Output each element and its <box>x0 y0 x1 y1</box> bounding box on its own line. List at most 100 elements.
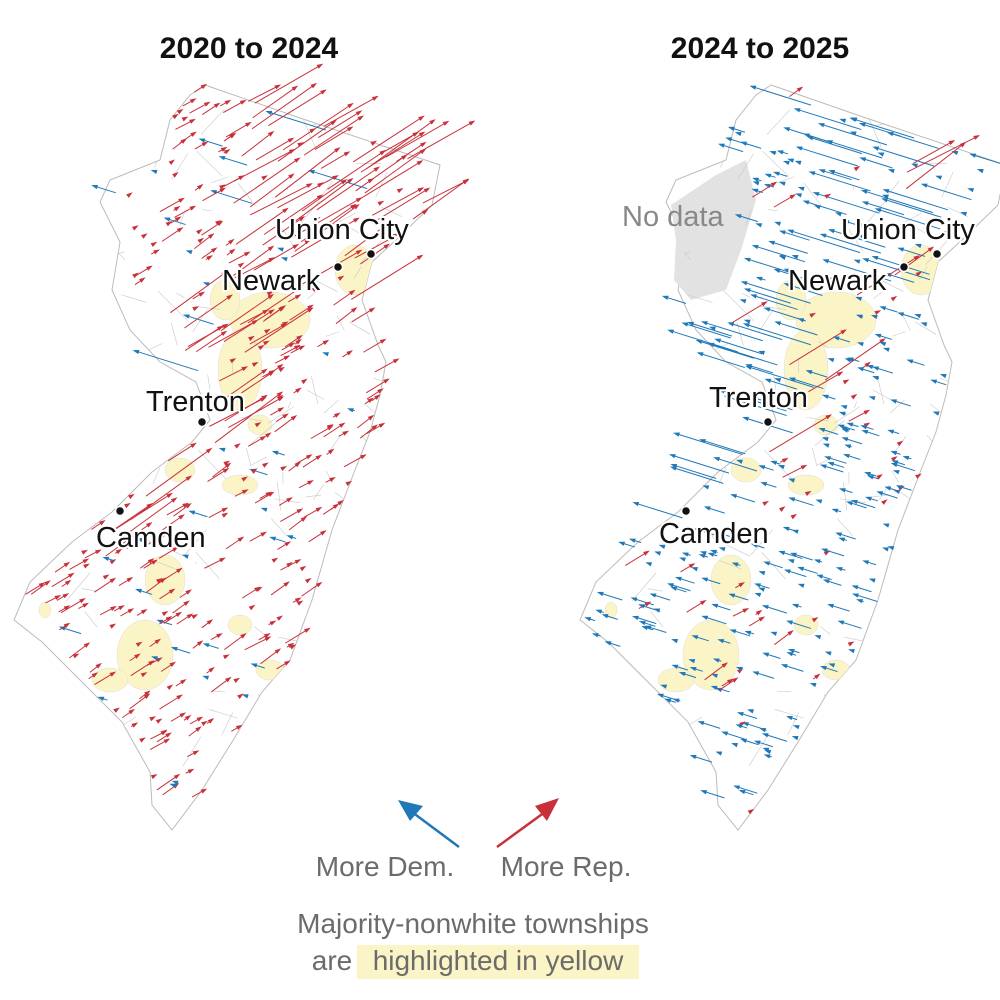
rep-shift-arrow <box>102 574 110 580</box>
dem-shift-arrow <box>788 478 796 483</box>
dem-shift-arrow <box>736 712 758 719</box>
dem-shift-arrow <box>779 255 786 261</box>
dem-shift-arrow <box>856 599 864 604</box>
dem-shift-arrow <box>699 439 746 455</box>
rep-shift-arrow <box>354 229 408 259</box>
dem-shift-arrow <box>202 675 210 680</box>
dem-shift-arrow <box>828 170 860 181</box>
dem-shift-arrow <box>826 140 883 159</box>
rep-shift-arrow <box>293 387 302 394</box>
rep-shift-arrow <box>170 712 187 722</box>
dem-shift-arrow <box>738 789 754 796</box>
rep-shift-arrow <box>316 166 381 211</box>
dem-shift-arrow <box>727 126 746 133</box>
rep-shift-arrow <box>323 422 346 438</box>
dem-shift-arrow <box>778 550 803 560</box>
rep-shift-arrow <box>185 768 195 774</box>
dem-shift-arrow <box>188 510 208 518</box>
dem-shift-arrow <box>797 318 805 323</box>
rep-shift-arrow <box>624 550 650 567</box>
dem-shift-arrow <box>707 342 778 366</box>
dem-shift-arrow <box>728 593 749 601</box>
rep-shift-arrow <box>364 148 427 194</box>
rep-shift-arrow <box>181 116 189 122</box>
rep-shift-arrow <box>342 350 354 358</box>
dem-shift-arrow <box>715 751 723 756</box>
rep-shift-arrow <box>223 148 231 155</box>
dem-shift-arrow <box>758 350 766 355</box>
dem-shift-arrow <box>855 314 864 319</box>
dem-shift-arrow <box>745 365 815 388</box>
rep-shift-arrow <box>747 808 755 815</box>
rep-shift-arrow <box>172 113 179 120</box>
no-data-label: No data <box>622 201 724 233</box>
dem-shift-arrow <box>241 694 249 699</box>
dem-shift-arrow <box>787 649 800 654</box>
dem-shift-arrow <box>743 257 799 276</box>
city-dot <box>196 416 208 428</box>
rep-shift-arrow <box>270 407 285 416</box>
rep-shift-arrow <box>155 718 163 724</box>
city-dot <box>680 505 692 517</box>
dem-shift-arrow <box>911 163 918 168</box>
dem-shift-arrow <box>632 502 683 519</box>
rep-shift-arrow <box>856 255 921 296</box>
city-label: Union City <box>275 214 409 246</box>
dem-shift-arrow <box>754 583 770 589</box>
rep-shift-arrow <box>241 370 275 394</box>
dem-shift-arrow <box>751 188 764 193</box>
dem-shift-arrow <box>891 460 905 466</box>
dem-shift-arrow <box>842 220 899 239</box>
rep-shift-arrow <box>773 194 797 208</box>
dem-shift-arrow <box>787 559 795 564</box>
dem-shift-arrow <box>786 620 812 629</box>
rep-shift-arrow <box>120 608 135 617</box>
rep-shift-arrow <box>258 633 271 641</box>
rep-shift-arrow <box>139 690 151 700</box>
dem-shift-arrow <box>827 277 834 282</box>
rep-shift-arrow <box>284 627 311 644</box>
dem-arrow-icon <box>398 800 460 849</box>
dem-shift-arrow <box>731 562 741 567</box>
dem-shift-arrow <box>632 615 657 625</box>
dem-shift-arrow <box>628 538 642 544</box>
rep-shift-arrow <box>237 262 245 268</box>
rep-shift-arrow <box>686 599 707 613</box>
rep-shift-arrow <box>896 440 904 447</box>
dem-shift-arrow <box>783 127 833 144</box>
rep-shift-arrow <box>335 306 358 325</box>
dem-shift-arrow <box>752 671 775 679</box>
rep-shift-arrow <box>853 165 861 172</box>
rep-shift-arrow <box>732 607 750 617</box>
dem-shift-arrow <box>906 359 925 366</box>
nonwhite-township <box>91 667 129 693</box>
rep-shift-arrow <box>156 577 163 584</box>
dem-shift-arrow <box>709 326 716 331</box>
dem-shift-arrow <box>661 295 687 304</box>
dem-shift-arrow <box>707 552 718 557</box>
rep-shift-arrow <box>262 340 270 346</box>
nonwhite-township <box>710 554 752 606</box>
rep-shift-arrow <box>254 422 262 428</box>
rep-shift-arrow <box>370 140 378 146</box>
rep-shift-arrow <box>779 457 789 463</box>
rep-shift-arrow <box>212 462 232 478</box>
rep-shift-arrow <box>320 151 351 169</box>
dem-shift-arrow <box>596 591 623 601</box>
rep-shift-arrow <box>372 187 431 224</box>
rep-shift-arrow <box>262 462 269 468</box>
dem-shift-arrow <box>855 296 863 302</box>
rep-shift-arrow <box>56 593 70 601</box>
dem-shift-arrow <box>687 321 733 337</box>
dem-shift-arrow <box>763 754 772 759</box>
shift-arrows <box>25 63 476 798</box>
rep-shift-arrow <box>913 140 956 164</box>
dem-shift-arrow <box>151 656 161 661</box>
dem-shift-arrow <box>818 428 839 435</box>
dem-shift-arrow <box>136 538 143 543</box>
rep-shift-arrow <box>729 301 768 325</box>
rep-shift-arrow <box>165 220 173 227</box>
dem-shift-arrow <box>702 530 709 535</box>
rep-shift-arrow <box>187 750 200 758</box>
dem-shift-arrow <box>872 376 880 381</box>
